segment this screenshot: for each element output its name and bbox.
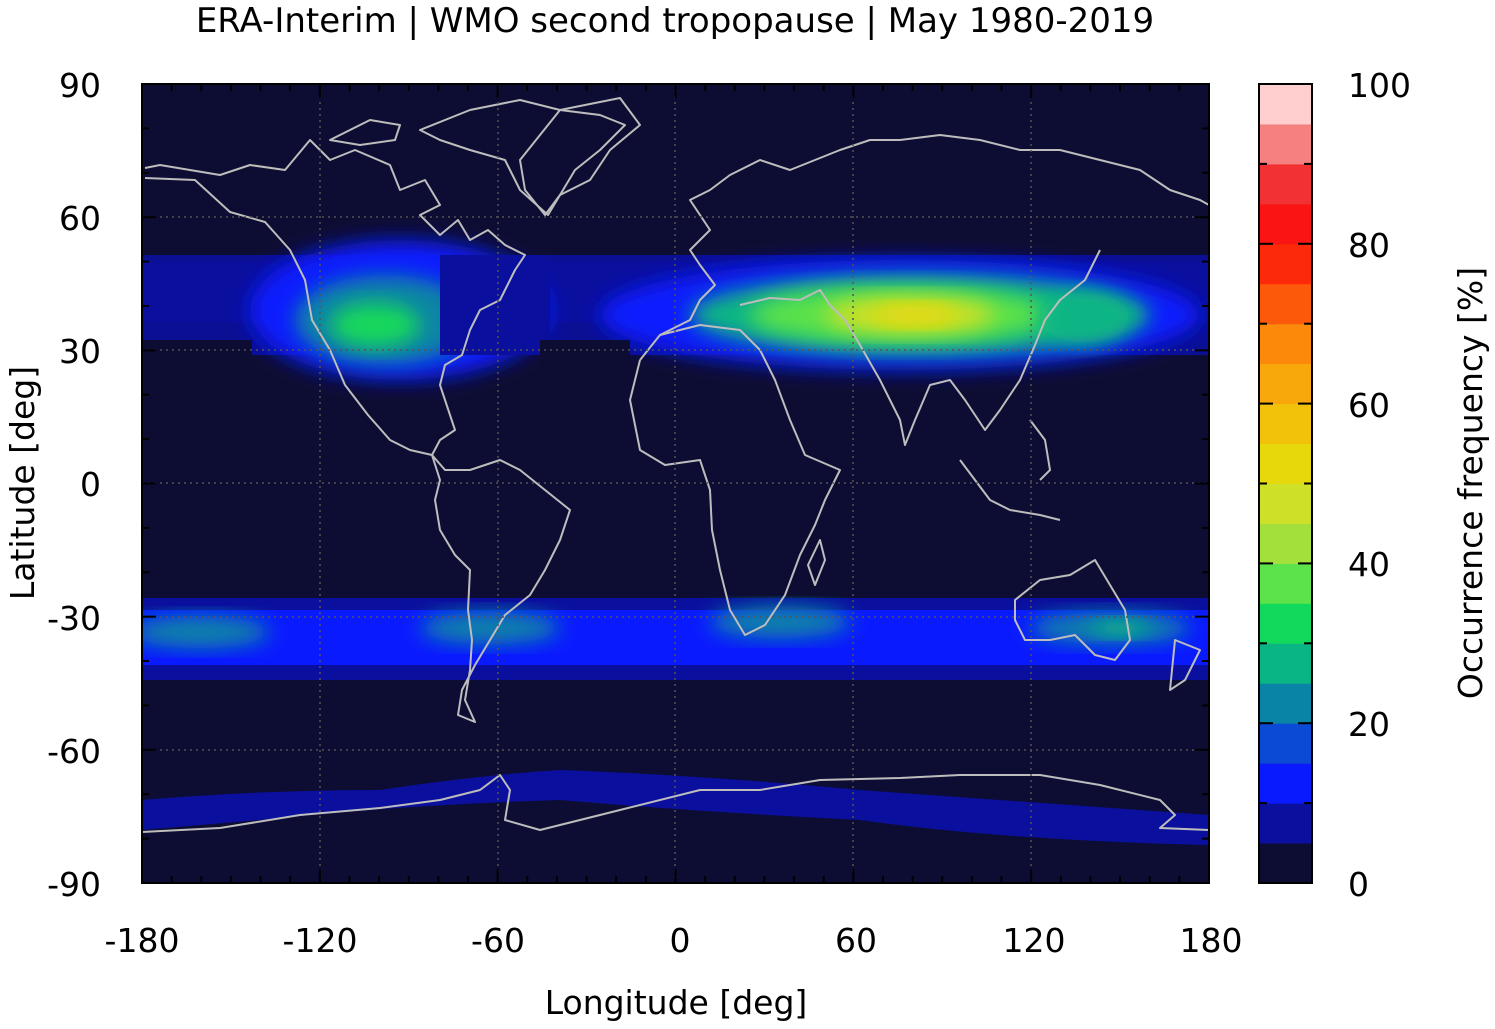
- y-tick-label: -30: [47, 599, 101, 638]
- colorbar-tick-label: 80: [1348, 226, 1390, 265]
- y-tick-label: -60: [47, 732, 101, 771]
- coast-south-america: [431, 454, 571, 723]
- y-tick-label: 90: [59, 66, 101, 105]
- colorbar-tick-label: 0: [1348, 865, 1369, 904]
- colorbar-segment: [1259, 243, 1312, 285]
- colorbar-segment: [1259, 403, 1312, 445]
- coast-eurasia: [639, 134, 1209, 361]
- colorbar-segment: [1259, 843, 1312, 884]
- colorbar-segment: [1259, 84, 1312, 125]
- colorbar-segment: [1259, 483, 1312, 524]
- y-tick-labels: 90 60 30 0 -30 -60 -90: [47, 66, 101, 904]
- colorbar: [1259, 84, 1312, 884]
- colorbar-tick-label: 100: [1348, 66, 1411, 105]
- colorbar-segment: [1259, 643, 1312, 684]
- colorbar-tick-label: 20: [1348, 705, 1390, 744]
- colorbar-segment: [1259, 163, 1312, 205]
- plot-area: [142, 84, 1209, 883]
- x-tick-label: 120: [1003, 921, 1066, 960]
- colorbar-segment: [1259, 763, 1312, 804]
- colorbar-segment: [1259, 723, 1312, 764]
- y-tick-label: 0: [80, 465, 101, 504]
- colorbar-segment: [1259, 603, 1312, 644]
- y-tick-label: 30: [59, 332, 101, 371]
- colorbar-segment: [1259, 283, 1312, 325]
- colorbar-tick-marks: [1259, 162, 1312, 805]
- y-tick-label: -90: [47, 865, 101, 904]
- coastlines: [142, 97, 1209, 833]
- colorbar-segment: [1259, 523, 1312, 564]
- x-tick-label: 180: [1180, 921, 1243, 960]
- colorbar-segment: [1259, 563, 1312, 604]
- x-tick-labels: -180 -120 -60 0 60 120 180: [105, 921, 1243, 960]
- colorbar-label: Occurrence frequency [%]: [1451, 267, 1490, 699]
- coast-africa: [629, 324, 841, 636]
- x-tick-label: -60: [471, 921, 525, 960]
- colorbar-segment: [1259, 323, 1312, 365]
- coast-australia: [1014, 559, 1131, 661]
- colorbar-segment: [1259, 363, 1312, 405]
- colorbar-segment: [1259, 123, 1312, 165]
- colorbar-segment: [1259, 203, 1312, 245]
- antarctic-band: [142, 770, 1209, 845]
- x-tick-marks: [141, 84, 1210, 883]
- x-tick-label: -120: [283, 921, 358, 960]
- colorbar-segment: [1259, 803, 1312, 844]
- grid: [142, 84, 1209, 883]
- colorbar-segment: [1259, 443, 1312, 484]
- x-tick-label: 60: [835, 921, 877, 960]
- y-tick-marks: [142, 83, 1209, 884]
- y-tick-label: 60: [59, 199, 101, 238]
- y-axis-label: Latitude [deg]: [3, 366, 42, 600]
- x-tick-label: 0: [670, 921, 691, 960]
- x-axis-label: Longitude [deg]: [545, 983, 808, 1022]
- coast-north-america: [144, 139, 526, 456]
- colorbar-tick-label: 40: [1348, 545, 1390, 584]
- chart-title: ERA-Interim | WMO second tropopause | Ma…: [196, 1, 1154, 41]
- colorbar-tick-labels: 0 20 40 60 80 100: [1348, 66, 1411, 904]
- colorbar-segment: [1259, 683, 1312, 724]
- colorbar-tick-label: 60: [1348, 386, 1390, 425]
- coast-antarctica: [142, 774, 1209, 833]
- x-tick-label: -180: [105, 921, 180, 960]
